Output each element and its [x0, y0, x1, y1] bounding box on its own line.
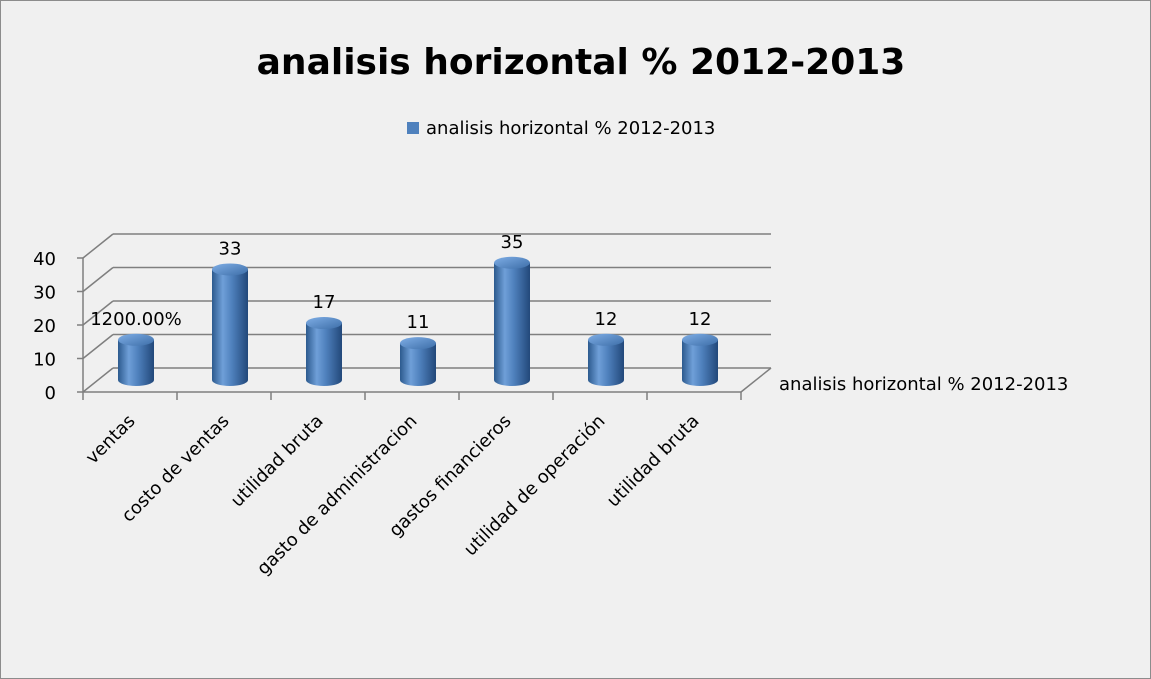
y-tick-label: 10	[33, 350, 56, 371]
bar-top	[306, 317, 342, 330]
grid-depth-line	[82, 367, 114, 393]
chart-title: analisis horizontal % 2012-2013	[257, 42, 906, 83]
floor-edge	[740, 367, 772, 393]
y-tick-label: 20	[33, 316, 56, 337]
bar	[682, 339, 718, 386]
data-label: 12	[689, 309, 712, 330]
bar-top	[400, 337, 436, 350]
data-label: 17	[313, 292, 336, 313]
x-tick-label: utilidad bruta	[227, 411, 328, 512]
bar	[212, 269, 248, 386]
x-tick-label: ventas	[82, 411, 140, 469]
legend-swatch	[407, 122, 419, 134]
grid-depth-line	[82, 333, 114, 360]
bar	[494, 262, 530, 386]
bar-top	[118, 333, 154, 346]
data-label: 1200.00%	[90, 309, 182, 330]
y-tick-label: 40	[33, 249, 56, 270]
data-label: 35	[501, 232, 524, 253]
bar	[588, 339, 624, 386]
bar-top	[682, 333, 718, 346]
bar	[306, 323, 342, 386]
bar	[400, 343, 436, 386]
y-tick-label: 0	[45, 383, 56, 404]
grid-depth-line	[82, 233, 114, 259]
depth-axis-label: analisis horizontal % 2012-2013	[779, 374, 1068, 395]
data-label: 33	[219, 238, 242, 259]
y-tick-label: 30	[33, 283, 56, 304]
x-tick-label: utilidad bruta	[603, 411, 704, 512]
bar-top	[212, 263, 248, 276]
data-label: 11	[407, 312, 430, 333]
bar-top	[494, 256, 530, 269]
legend: analisis horizontal % 2012-2013	[407, 118, 715, 139]
grid-depth-line	[82, 300, 114, 326]
grid-depth-line	[82, 266, 114, 293]
legend-label: analisis horizontal % 2012-2013	[426, 118, 715, 139]
x-tick-label: gasto de administracion	[253, 411, 422, 580]
data-label: 12	[595, 309, 618, 330]
bar	[118, 339, 154, 386]
bar-top	[588, 333, 624, 346]
